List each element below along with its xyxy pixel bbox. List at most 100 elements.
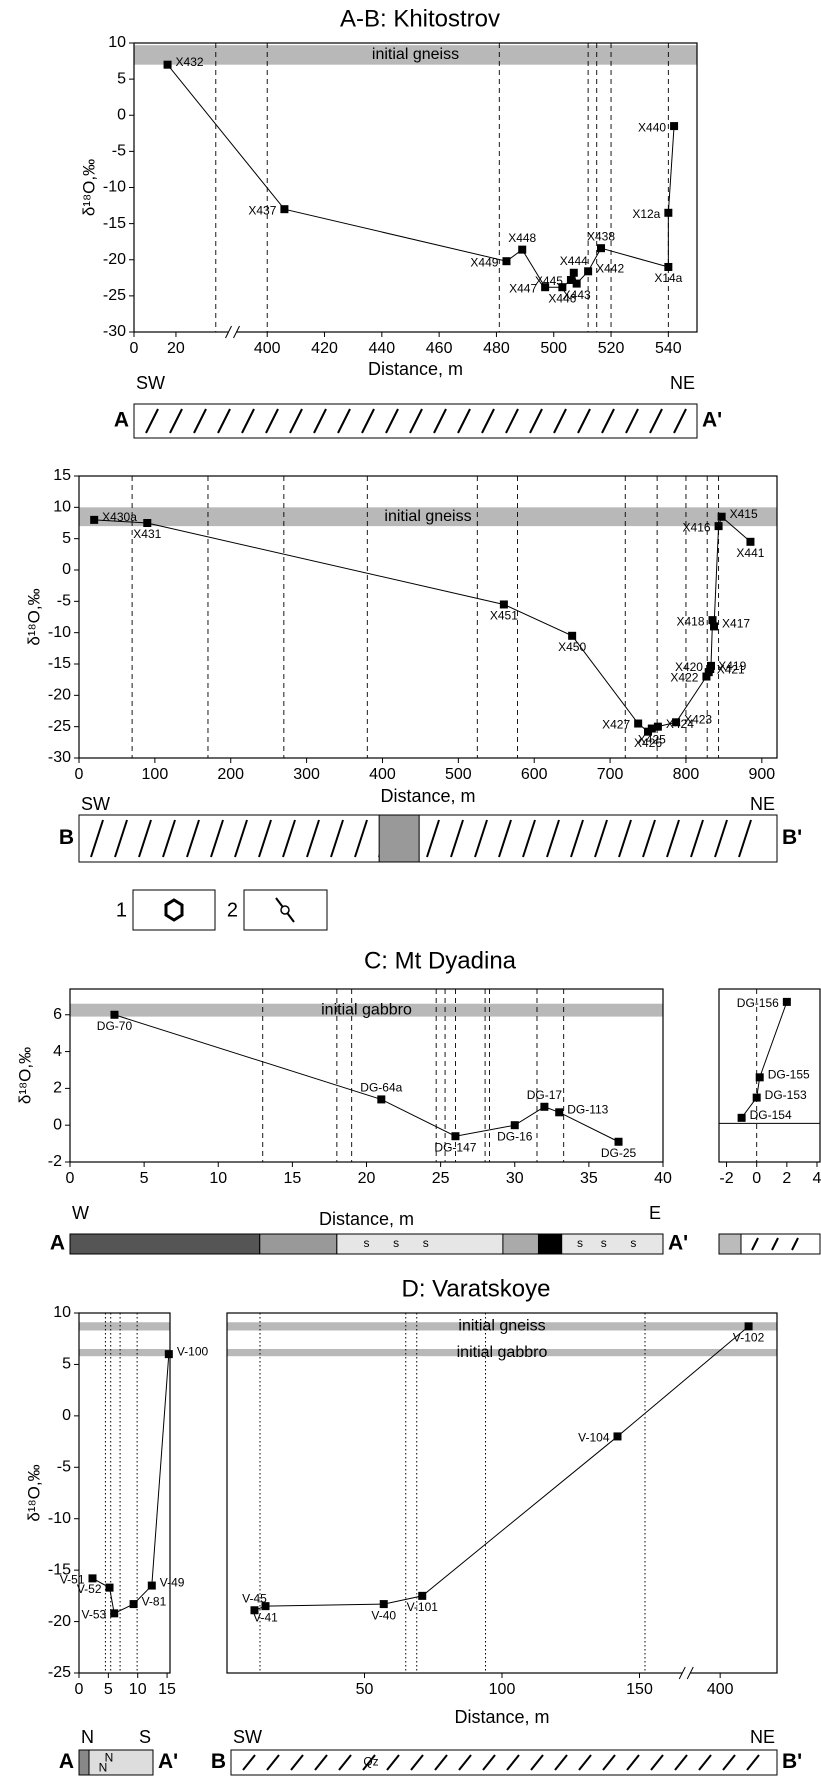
strip-unit — [538, 1234, 563, 1254]
x-tick-label: 460 — [426, 340, 453, 357]
point-label: X440 — [638, 120, 666, 134]
x-tick-label: 0 — [752, 1170, 761, 1187]
data-point — [755, 1073, 764, 1082]
y-axis-label: δ¹⁸O,‰ — [79, 159, 98, 216]
section-letter: A — [114, 409, 129, 432]
panel-title: C: Mt Dyadina — [364, 947, 517, 974]
strip-hatch — [746, 1754, 760, 1771]
legend: 1 2 — [116, 889, 328, 931]
x-axis-label: Distance, m — [454, 1707, 549, 1727]
reference-band — [79, 507, 777, 527]
point-label: DG-155 — [768, 1068, 810, 1082]
point-label: X446 — [548, 291, 576, 305]
strip-hatch — [626, 1754, 640, 1771]
x-tick-label: 300 — [293, 766, 320, 783]
point-label: DG-16 — [497, 1129, 533, 1143]
strip-hatch — [266, 1754, 280, 1771]
direction-label: SW — [233, 1727, 262, 1747]
point-label: DG-113 — [567, 1102, 608, 1116]
x-tick-label: 50 — [356, 1681, 374, 1698]
x-tick-label: 540 — [655, 340, 682, 357]
y-tick-label: -15 — [103, 215, 126, 232]
strip-hatch — [433, 408, 447, 434]
point-label: X448 — [508, 231, 536, 245]
x-tick-label: 30 — [506, 1170, 524, 1187]
band-label: initial gneiss — [372, 46, 459, 63]
strip-hatch — [690, 819, 704, 858]
x-tick-label: 420 — [311, 340, 338, 357]
strip-hatch — [722, 1754, 736, 1771]
data-point — [110, 1609, 119, 1618]
x-tick-label: 35 — [580, 1170, 598, 1187]
strip-hatch — [457, 408, 471, 434]
point-label: X451 — [490, 609, 518, 623]
reference-band — [79, 1349, 170, 1357]
x-tick-label: 4 — [813, 1170, 821, 1187]
point-label: X12a — [632, 207, 660, 221]
y-tick-label: 2 — [53, 1080, 62, 1097]
data-point — [163, 60, 172, 69]
y-tick-label: -20 — [103, 251, 126, 268]
strip-hatch — [210, 819, 224, 858]
plot-frame — [78, 475, 778, 759]
strip-hatch — [386, 1754, 400, 1771]
strip-unit — [78, 1749, 154, 1776]
x-tick-label: 25 — [432, 1170, 450, 1187]
x-tick-label: 15 — [283, 1170, 301, 1187]
data-point — [706, 661, 715, 670]
strip-hatch — [306, 819, 320, 858]
axis-break — [686, 1666, 694, 1680]
data-point — [717, 512, 726, 521]
strip-hatch — [114, 819, 128, 858]
point-label: X438 — [587, 229, 615, 243]
data-point — [746, 537, 755, 546]
x-tick-label: 800 — [673, 766, 700, 783]
strip-hatch — [289, 408, 303, 434]
point-label: X417 — [722, 617, 750, 631]
data-line — [741, 1001, 788, 1119]
strip-hatch — [290, 1754, 304, 1771]
strip-hatch — [674, 1754, 688, 1771]
point-label: DG-64a — [360, 1081, 402, 1095]
data-point — [110, 1010, 119, 1019]
strip-hatch — [738, 819, 752, 858]
y-tick-label: 4 — [53, 1043, 62, 1060]
point-label: V-104 — [578, 1431, 610, 1445]
y-tick-label: -25 — [48, 718, 71, 735]
axis-break — [678, 1666, 686, 1680]
panel-title: D: Varatskoye — [402, 1275, 551, 1302]
strip-pattern: s — [630, 1236, 636, 1250]
y-tick-label: -30 — [103, 323, 126, 340]
point-label: X423 — [684, 712, 712, 726]
data-point — [672, 718, 681, 727]
y-tick-label: 0 — [62, 561, 71, 578]
strip-hatch — [650, 1754, 664, 1771]
data-point — [584, 267, 593, 276]
strip-hatch — [169, 408, 183, 434]
strip-hatch — [522, 819, 536, 858]
point-label: X416 — [683, 520, 711, 534]
strip-hatch — [554, 1754, 568, 1771]
x-tick-label: 0 — [130, 340, 139, 357]
band-label: initial gneiss — [384, 508, 471, 525]
panel-title: A-B: Khitostrov — [340, 5, 500, 32]
x-tick-label: 0 — [66, 1170, 75, 1187]
direction-label: S — [139, 1727, 151, 1747]
x-tick-label: 520 — [598, 340, 625, 357]
strip-pattern: s — [393, 1236, 399, 1250]
x-tick-label: 5 — [104, 1681, 113, 1698]
data-point — [714, 522, 723, 531]
point-label: X442 — [596, 261, 624, 275]
reference-band — [79, 1322, 170, 1331]
data-point — [647, 724, 656, 733]
x-tick-label: 400 — [254, 340, 281, 357]
y-tick-label: 15 — [53, 467, 71, 484]
point-label: X430a — [102, 510, 137, 524]
data-point — [782, 997, 791, 1006]
data-point — [541, 283, 550, 292]
axis-break — [225, 325, 232, 339]
x-tick-label: 400 — [707, 1681, 734, 1698]
x-tick-label: 2 — [782, 1170, 791, 1187]
data-point — [614, 1137, 623, 1146]
strip-hatch — [434, 1754, 448, 1771]
